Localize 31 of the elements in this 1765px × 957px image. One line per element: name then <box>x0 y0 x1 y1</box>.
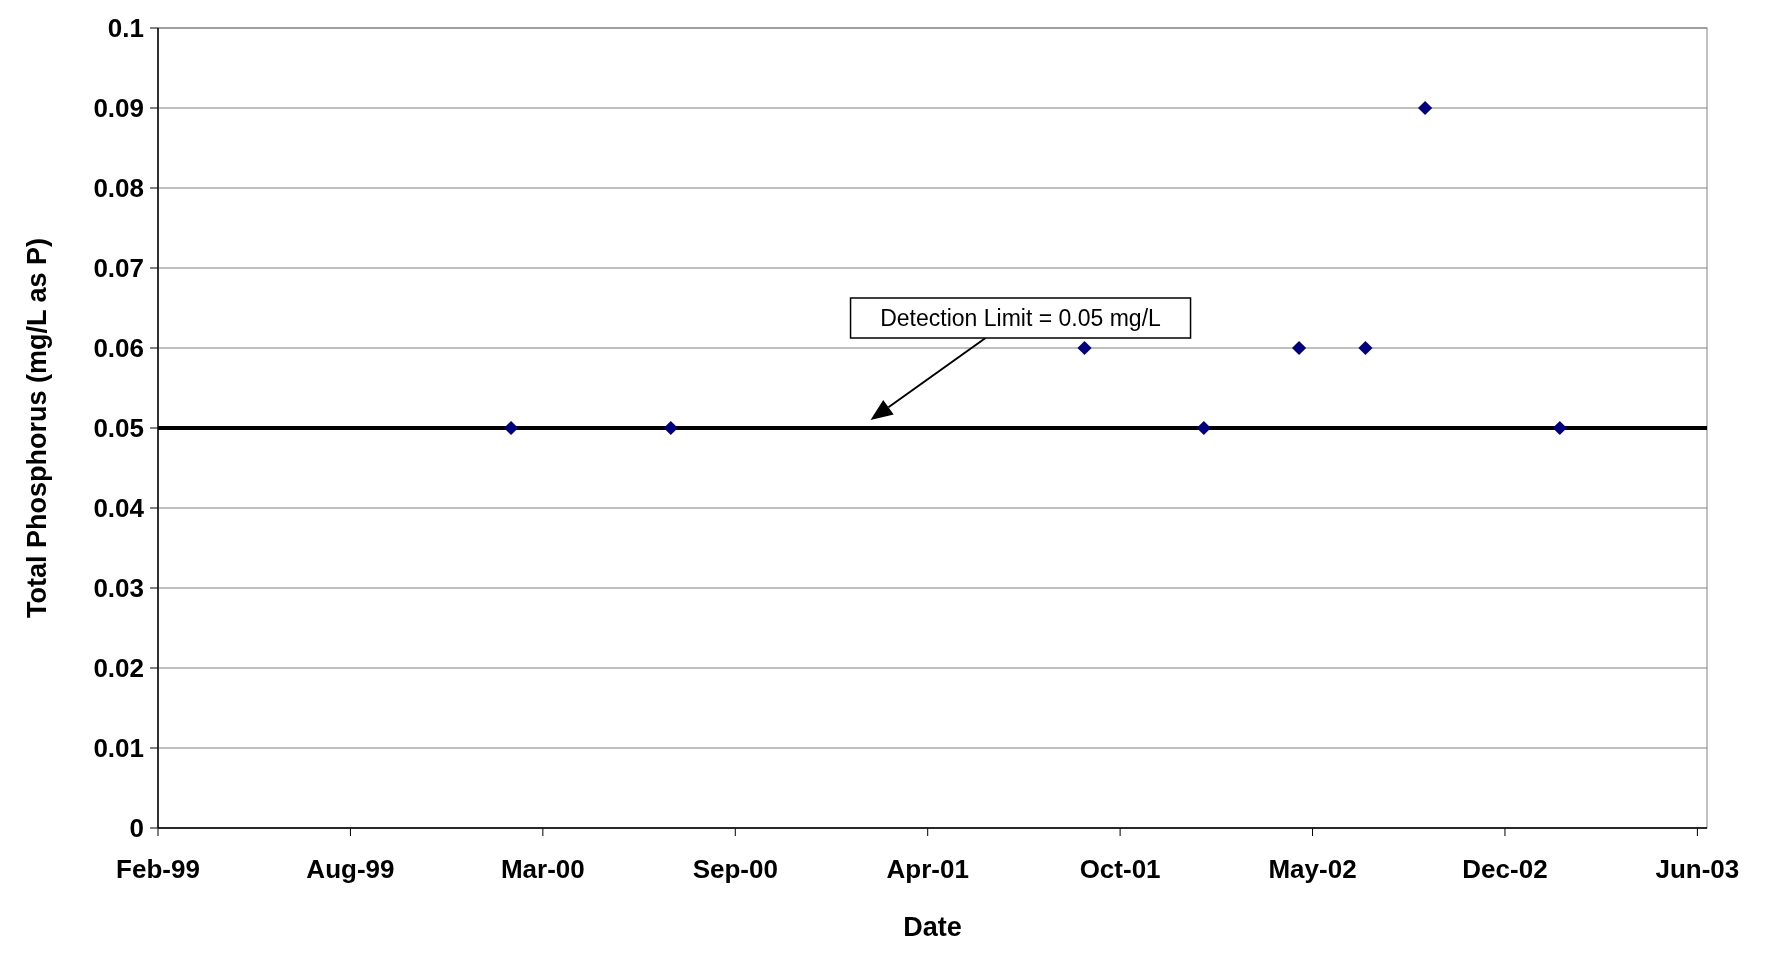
point <box>663 420 678 436</box>
y-tick-label: 0.01 <box>93 733 144 763</box>
point <box>1291 340 1307 356</box>
point <box>1358 340 1373 356</box>
x-tick-label: Aug-99 <box>306 854 395 884</box>
x-tick-label: Oct-01 <box>1079 854 1161 884</box>
y-tick-label: 0.1 <box>107 13 144 43</box>
point <box>1418 100 1433 116</box>
x-tick-label: Jun-03 <box>1655 854 1740 884</box>
y-tick-label: 0.04 <box>93 493 145 523</box>
point <box>1196 420 1211 436</box>
y-tick-label: 0.03 <box>93 573 144 603</box>
y-tick-label: 0.07 <box>93 253 144 283</box>
x-tick-label: Dec-02 <box>1462 854 1548 884</box>
x-tick-label: May-02 <box>1268 854 1357 884</box>
x-tick-label: Mar-00 <box>500 854 585 884</box>
point <box>504 420 519 436</box>
y-tick-label: 0.09 <box>93 93 144 123</box>
x-tick-label: Feb-99 <box>116 854 200 884</box>
y-axis-title: Total Phosphorus (mg/L as P) <box>22 237 52 619</box>
point <box>1077 340 1092 356</box>
x-tick-label: Apr-01 <box>886 854 969 884</box>
y-tick-label: 0.08 <box>93 173 144 203</box>
y-tick-label: 0.06 <box>93 333 144 363</box>
point <box>1552 420 1567 436</box>
y-tick-label: 0 <box>129 813 144 843</box>
y-tick-label: 0.02 <box>93 653 144 683</box>
y-tick-label: 0.05 <box>93 413 144 443</box>
x-tick-label: Sep-00 <box>692 854 778 884</box>
annotation: Detection Limit = 0.05 mg/L <box>880 305 1162 331</box>
x-axis-title: Date <box>903 912 962 942</box>
